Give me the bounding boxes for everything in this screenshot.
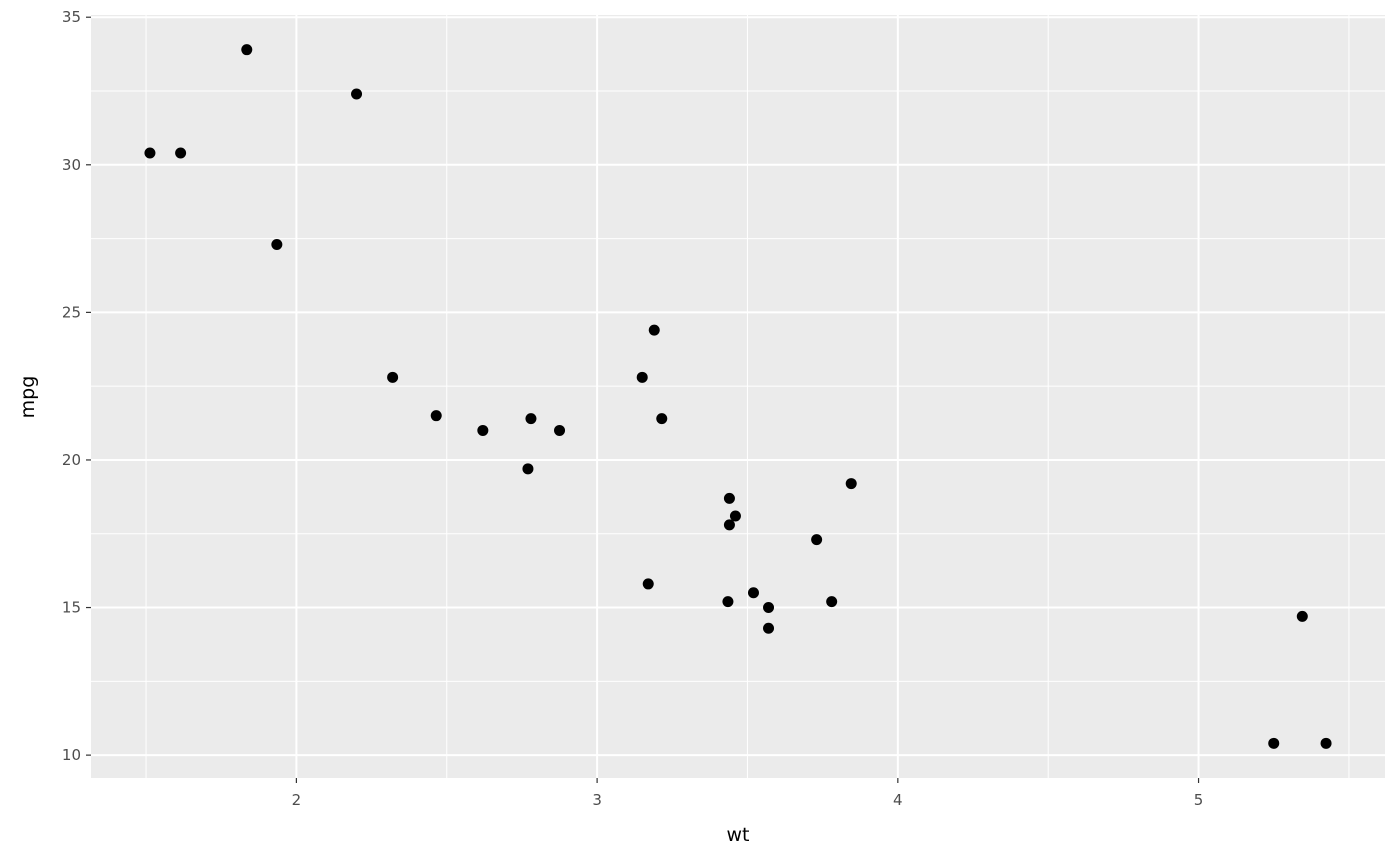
data-point: [763, 622, 775, 634]
x-tick-label: 2: [292, 791, 302, 809]
y-tick-label: 30: [62, 156, 81, 174]
data-point: [747, 587, 759, 599]
data-point: [656, 413, 668, 425]
data-point: [477, 424, 489, 436]
data-point: [271, 238, 283, 250]
x-tick-label: 4: [893, 791, 903, 809]
data-point: [351, 88, 363, 100]
data-point: [241, 44, 253, 56]
data-point: [826, 596, 838, 608]
data-point: [1296, 610, 1308, 622]
data-point: [763, 602, 775, 614]
data-point: [845, 478, 857, 490]
data-point: [522, 463, 534, 475]
y-tick-label: 15: [62, 599, 81, 617]
data-point: [811, 534, 823, 546]
y-tick-label: 10: [62, 746, 81, 764]
data-point: [175, 147, 187, 159]
x-axis-title: wt: [727, 824, 750, 846]
y-tick-label: 35: [62, 8, 81, 26]
data-point: [729, 510, 741, 522]
data-point: [723, 492, 735, 504]
data-point: [144, 147, 156, 159]
data-point: [642, 578, 654, 590]
x-tick-label: 3: [592, 791, 602, 809]
data-point: [648, 324, 660, 336]
y-tick-label: 20: [62, 451, 81, 469]
data-point: [636, 371, 648, 383]
data-point: [1268, 737, 1280, 749]
data-point: [1320, 737, 1332, 749]
data-point: [387, 371, 399, 383]
x-tick-label: 5: [1194, 791, 1204, 809]
y-axis-title: mpg: [17, 376, 39, 419]
y-tick-label: 25: [62, 303, 81, 321]
data-point: [723, 519, 735, 531]
data-point: [430, 410, 442, 422]
data-point: [525, 413, 537, 425]
plot-panel: [91, 15, 1385, 778]
data-point: [722, 596, 734, 608]
data-point: [554, 424, 566, 436]
